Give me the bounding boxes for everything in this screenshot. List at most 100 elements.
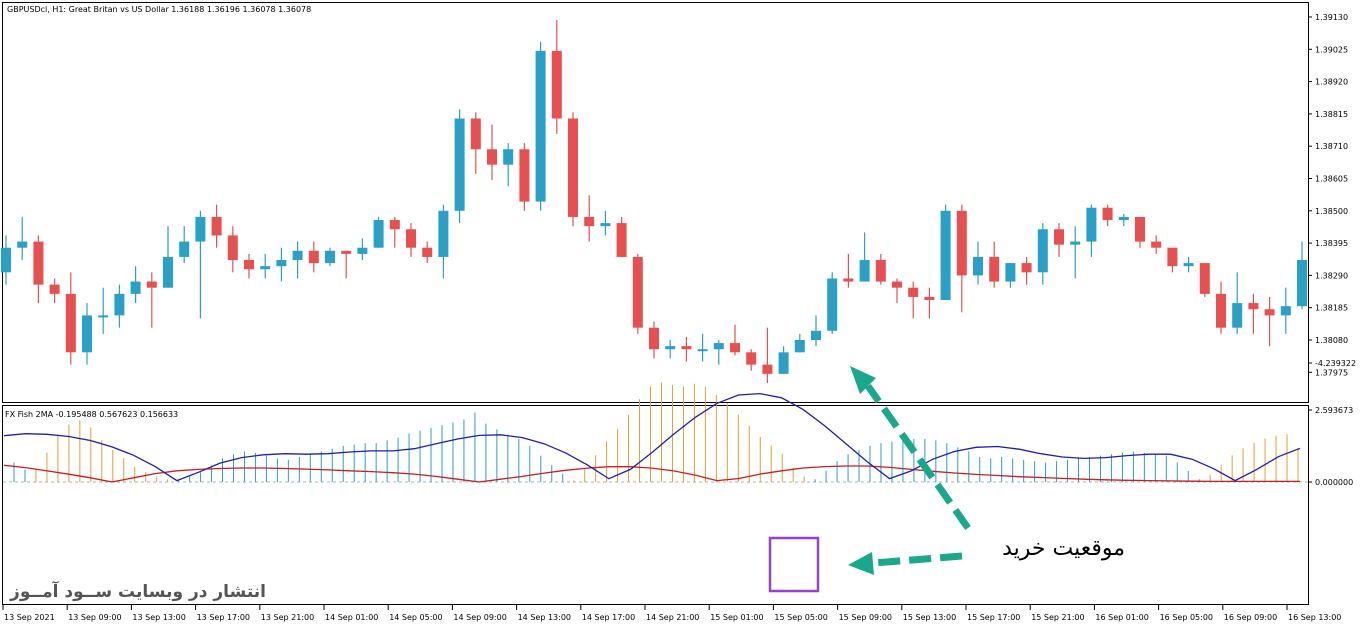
candle-body (1054, 229, 1064, 245)
candle-body (292, 250, 303, 261)
buy-signal-box (768, 536, 820, 593)
candle (1070, 226, 1081, 279)
candle-body (519, 149, 530, 202)
candle-body (114, 293, 125, 316)
candle-body (1021, 263, 1032, 273)
candle-body (778, 352, 789, 374)
candle (17, 216, 28, 261)
candle-body (989, 256, 1000, 282)
candle (130, 266, 141, 304)
candle (713, 340, 724, 365)
candle-body (146, 281, 157, 288)
candle-body (130, 281, 141, 294)
candle-body (1118, 216, 1129, 221)
candle-body (665, 346, 676, 350)
indicator-tick-label: -4.239322 (1315, 359, 1356, 368)
time-tick-label: 14 Sep 17:00 (582, 613, 635, 622)
candle (843, 253, 854, 288)
candle (470, 112, 481, 174)
candle-body (260, 266, 271, 270)
candle-body (98, 315, 109, 318)
candle-body (908, 287, 919, 297)
candle (276, 247, 287, 282)
candle (827, 272, 838, 334)
arrow-up-line (865, 383, 971, 531)
candle-body (33, 241, 44, 285)
arrow-left-line (873, 552, 963, 567)
candle (487, 124, 497, 181)
price-tick-label: 1.38290 (1315, 271, 1348, 280)
candle (811, 315, 821, 347)
candle-body (875, 260, 886, 282)
candle (1102, 204, 1113, 227)
candle (195, 210, 206, 319)
fish-histogram (13, 382, 1299, 482)
candle-body (487, 149, 497, 165)
candle (1264, 296, 1275, 347)
candle (244, 253, 254, 279)
time-tick-label: 14 Sep 13:00 (518, 613, 571, 622)
candle-body (1005, 263, 1016, 282)
time-tick-label: 13 Sep 21:00 (261, 613, 314, 622)
candle (616, 216, 627, 257)
candle (49, 278, 60, 304)
candle-body (584, 216, 595, 227)
candle-body (616, 223, 627, 257)
candle (649, 321, 659, 359)
candle (1248, 293, 1259, 334)
candle (1021, 256, 1032, 285)
time-tick-label: 13 Sep 2021 (4, 613, 55, 622)
candle-body (1216, 293, 1226, 328)
candle-body (762, 364, 773, 374)
candle (519, 143, 530, 211)
candle (973, 241, 983, 285)
candle (762, 327, 773, 384)
candle (389, 216, 400, 248)
candle (114, 284, 125, 328)
candle-body (1297, 260, 1307, 307)
price-axis: 1.39130 1.39025 1.38920 1.38815 1.38710 1.386… (1308, 13, 1348, 377)
candle-body (924, 296, 935, 301)
candle (665, 340, 676, 359)
time-tick-label: 15 Sep 09:00 (839, 613, 892, 622)
candle (730, 324, 740, 356)
candle (211, 204, 222, 248)
candle-body (794, 340, 805, 353)
time-tick-label: 15 Sep 17:00 (967, 613, 1020, 622)
candle (406, 223, 416, 257)
candle-body (227, 235, 238, 261)
candle (1, 235, 11, 285)
candle-body (211, 216, 222, 236)
candle-body (1280, 306, 1291, 316)
price-tick-label: 1.38500 (1315, 207, 1348, 216)
time-tick-label: 13 Sep 13:00 (132, 613, 185, 622)
candle (940, 204, 951, 301)
candle (1183, 256, 1194, 273)
time-tick-label: 16 Sep 01:00 (1095, 613, 1148, 622)
candle (179, 226, 190, 264)
candle-body (373, 220, 384, 248)
candle (438, 204, 449, 279)
time-tick-label: 15 Sep 13:00 (903, 613, 956, 622)
indicator-lines (3, 392, 1301, 483)
candle (292, 241, 303, 279)
candle-body (65, 293, 76, 353)
candle-body (503, 149, 514, 165)
candle (227, 226, 238, 273)
candle-body (843, 278, 854, 282)
candle (65, 272, 76, 365)
candle (1151, 235, 1162, 254)
arrow-left-head (848, 552, 874, 575)
candle-body (956, 210, 967, 276)
candle (146, 272, 157, 328)
price-tick-label: 1.38920 (1315, 78, 1348, 87)
candle (1232, 272, 1243, 334)
price-tick-label: 1.39025 (1315, 45, 1348, 54)
candle (1199, 263, 1210, 297)
candle-body (551, 50, 562, 119)
candle (568, 112, 578, 227)
price-tick-label: 1.38395 (1315, 239, 1348, 248)
candle-body (49, 284, 60, 294)
symbol-header: GBPUSDcl, H1: Great Britan vs US Dollar … (7, 5, 311, 14)
candle-body (1167, 247, 1178, 267)
